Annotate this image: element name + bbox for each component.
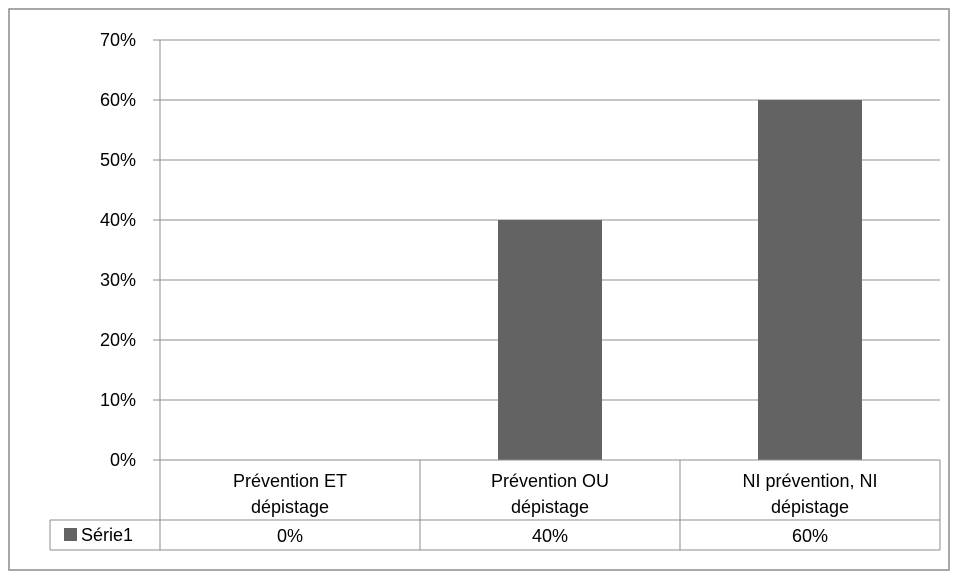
x-category-label: NI prévention, NI dépistage bbox=[742, 471, 877, 517]
y-tick-label: 50% bbox=[100, 150, 136, 170]
bar bbox=[498, 220, 602, 460]
y-tick-label: 60% bbox=[100, 90, 136, 110]
y-tick-label: 0% bbox=[110, 450, 136, 470]
y-tick-label: 10% bbox=[100, 390, 136, 410]
bars bbox=[498, 100, 862, 460]
data-table-cell: 60% bbox=[792, 526, 828, 546]
x-category-label: Prévention OU dépistage bbox=[491, 471, 609, 517]
bar bbox=[758, 100, 862, 460]
legend-series-label: Série1 bbox=[81, 525, 133, 545]
data-table-cell: 0% bbox=[277, 526, 303, 546]
data-table-cell: 40% bbox=[532, 526, 568, 546]
y-axis-tick-labels: 0% 10% 20% 30% 40% 50% 60% 70% bbox=[100, 30, 136, 470]
legend-key bbox=[64, 528, 77, 541]
y-tick-label: 40% bbox=[100, 210, 136, 230]
y-tick-label: 70% bbox=[100, 30, 136, 50]
y-tick-label: 20% bbox=[100, 330, 136, 350]
x-category-label: Prévention ET dépistage bbox=[233, 471, 347, 517]
data-table: Prévention ET dépistage Prévention OU dépis… bbox=[49, 459, 941, 551]
y-tick-label: 30% bbox=[100, 270, 136, 290]
